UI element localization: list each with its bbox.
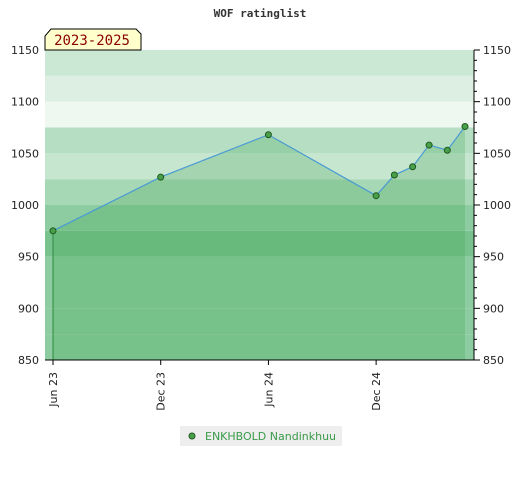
background-bands [45, 50, 474, 360]
band-950 [45, 230, 474, 257]
data-point [264, 131, 272, 139]
y-tick-label-left: 1150 [11, 44, 39, 57]
legend-label: ENKHBOLD Nandinkhuu [205, 430, 336, 443]
y-tick-label-left: 1050 [11, 147, 39, 160]
data-point [49, 227, 57, 235]
band-1100 [45, 75, 474, 102]
y-tick-label-left: 900 [18, 302, 39, 315]
y-tick-label-right: 850 [483, 354, 504, 367]
rating-area [53, 126, 465, 360]
y-tick-label-left: 1000 [11, 199, 39, 212]
chart-title: WOF ratinglist [214, 7, 307, 20]
data-point [425, 141, 433, 149]
y-tick-label-left: 950 [18, 251, 39, 264]
y-tick-label-left: 1100 [11, 96, 39, 109]
band-900 [45, 282, 474, 309]
data-point [443, 146, 451, 154]
x-tick-label: Jun 23 [47, 372, 60, 408]
data-points [49, 122, 469, 235]
y-tick-label-right: 1100 [483, 96, 511, 109]
band-1075 [45, 101, 474, 128]
band-875 [45, 308, 474, 335]
y-tick-label-right: 1050 [483, 147, 511, 160]
band-1050 [45, 127, 474, 154]
legend: ENKHBOLD Nandinkhuu [180, 426, 342, 446]
band-925 [45, 256, 474, 283]
band-1000 [45, 179, 474, 205]
x-tick-label: Dec 24 [370, 372, 383, 411]
period-label-text: 2023-2025 [54, 33, 130, 49]
x-tick-label: Jun 24 [262, 372, 275, 408]
period-label: 2023-2025 [44, 28, 142, 51]
data-point [157, 173, 165, 181]
y-tick-label-right: 950 [483, 251, 504, 264]
band-850 [45, 334, 474, 360]
data-point [390, 171, 398, 179]
y-tick-label-right: 1000 [483, 199, 511, 212]
legend-box [180, 426, 342, 446]
legend-marker [188, 432, 196, 440]
band-1125 [45, 50, 474, 76]
data-point [461, 122, 469, 130]
data-point [409, 163, 417, 171]
y-tick-label-right: 1150 [483, 44, 511, 57]
y-tick-label-right: 900 [483, 302, 504, 315]
axes: 850 850 900 900 950 950 1000 1000 1050 1050 1100 11… [11, 44, 511, 411]
band-975 [45, 205, 474, 231]
band-1025 [45, 153, 474, 180]
data-point [372, 192, 380, 200]
x-tick-label: Dec 23 [155, 372, 168, 411]
y-tick-label-left: 850 [18, 354, 39, 367]
